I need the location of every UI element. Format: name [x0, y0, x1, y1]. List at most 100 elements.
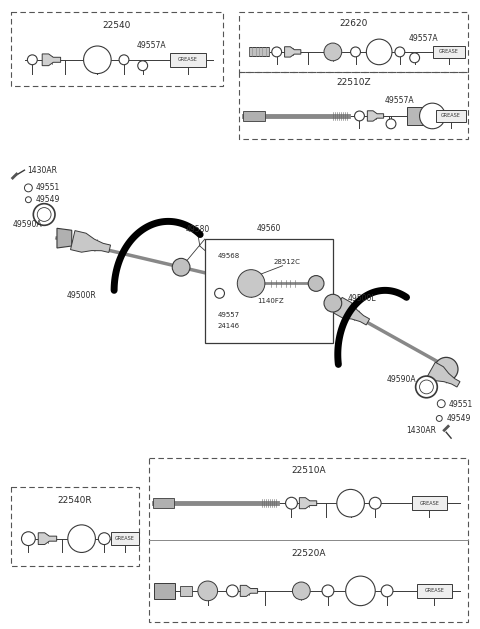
- Circle shape: [337, 489, 364, 517]
- Circle shape: [350, 47, 360, 57]
- Circle shape: [434, 357, 458, 381]
- Bar: [11, 487, 139, 566]
- Circle shape: [272, 47, 282, 57]
- Circle shape: [119, 55, 129, 65]
- Circle shape: [420, 103, 445, 129]
- Polygon shape: [38, 533, 57, 545]
- Polygon shape: [42, 54, 60, 65]
- Bar: [417, 584, 452, 598]
- Bar: [239, 72, 468, 138]
- Polygon shape: [300, 498, 317, 509]
- Circle shape: [25, 197, 31, 203]
- Circle shape: [227, 585, 238, 597]
- Circle shape: [322, 585, 334, 597]
- Text: GREASE: GREASE: [178, 57, 198, 62]
- Text: 22520A: 22520A: [291, 549, 325, 558]
- Text: 49551: 49551: [36, 184, 60, 192]
- Circle shape: [37, 208, 51, 221]
- Text: 49557A: 49557A: [409, 33, 438, 43]
- Polygon shape: [240, 586, 258, 596]
- Text: 49500L: 49500L: [348, 294, 376, 303]
- Polygon shape: [57, 228, 72, 248]
- Circle shape: [346, 576, 375, 606]
- Circle shape: [308, 276, 324, 291]
- Text: 1430AR: 1430AR: [27, 165, 58, 175]
- Text: 1430AR: 1430AR: [406, 426, 436, 435]
- Bar: [433, 45, 465, 58]
- Bar: [149, 458, 468, 623]
- Text: GREASE: GREASE: [439, 50, 459, 55]
- Text: 22540R: 22540R: [58, 496, 92, 504]
- Text: 22510A: 22510A: [291, 466, 325, 475]
- Circle shape: [324, 294, 342, 312]
- Text: 49557A: 49557A: [385, 96, 415, 104]
- Circle shape: [68, 525, 96, 552]
- Text: GREASE: GREASE: [424, 588, 444, 593]
- Text: 49580: 49580: [186, 225, 210, 234]
- Text: 28512C: 28512C: [274, 259, 300, 265]
- Circle shape: [410, 53, 420, 63]
- Circle shape: [420, 380, 433, 394]
- Polygon shape: [428, 362, 460, 387]
- Circle shape: [381, 585, 393, 597]
- Circle shape: [355, 111, 364, 121]
- Text: 22540: 22540: [102, 21, 131, 30]
- Circle shape: [237, 270, 265, 298]
- Circle shape: [198, 581, 217, 601]
- Text: 22620: 22620: [339, 19, 368, 28]
- Circle shape: [447, 111, 457, 121]
- Bar: [243, 111, 265, 121]
- Circle shape: [416, 376, 437, 398]
- Circle shape: [24, 184, 32, 192]
- Circle shape: [324, 43, 342, 61]
- Polygon shape: [367, 111, 384, 121]
- Circle shape: [33, 204, 55, 225]
- Bar: [154, 583, 175, 599]
- Text: 49560: 49560: [257, 224, 281, 233]
- Bar: [249, 47, 269, 57]
- Text: 24146: 24146: [217, 323, 240, 329]
- Circle shape: [292, 582, 310, 599]
- Bar: [111, 532, 139, 545]
- Text: GREASE: GREASE: [115, 536, 135, 541]
- Circle shape: [22, 532, 36, 545]
- Text: GREASE: GREASE: [420, 501, 439, 506]
- Text: 49568: 49568: [217, 253, 240, 259]
- Circle shape: [215, 288, 225, 298]
- Text: 49590A: 49590A: [387, 374, 417, 384]
- Circle shape: [437, 400, 445, 408]
- Bar: [205, 239, 333, 343]
- Bar: [180, 586, 192, 596]
- Circle shape: [369, 498, 381, 509]
- Bar: [412, 496, 447, 510]
- Text: 49557A: 49557A: [137, 42, 167, 50]
- Bar: [153, 498, 174, 508]
- Bar: [407, 107, 422, 125]
- Polygon shape: [285, 47, 301, 57]
- Circle shape: [98, 533, 110, 545]
- Polygon shape: [334, 298, 370, 325]
- Text: 49500R: 49500R: [67, 291, 96, 300]
- Circle shape: [172, 259, 190, 276]
- Polygon shape: [71, 231, 110, 252]
- Bar: [170, 53, 206, 67]
- Bar: [239, 13, 468, 72]
- Circle shape: [395, 47, 405, 57]
- Circle shape: [138, 61, 148, 70]
- Circle shape: [386, 119, 396, 129]
- Text: 49549: 49549: [446, 414, 470, 423]
- Bar: [11, 13, 223, 86]
- Text: 49549: 49549: [36, 195, 60, 204]
- Circle shape: [27, 55, 37, 65]
- Bar: [436, 109, 466, 123]
- Text: 49557: 49557: [217, 312, 240, 318]
- Circle shape: [366, 39, 392, 65]
- Text: 1140FZ: 1140FZ: [257, 298, 284, 304]
- Text: 49551: 49551: [448, 400, 472, 409]
- Text: GREASE: GREASE: [441, 113, 461, 118]
- Circle shape: [84, 46, 111, 74]
- Circle shape: [436, 416, 442, 421]
- Text: 22510Z: 22510Z: [336, 78, 371, 87]
- Circle shape: [286, 498, 298, 509]
- Text: 49590A: 49590A: [12, 220, 42, 229]
